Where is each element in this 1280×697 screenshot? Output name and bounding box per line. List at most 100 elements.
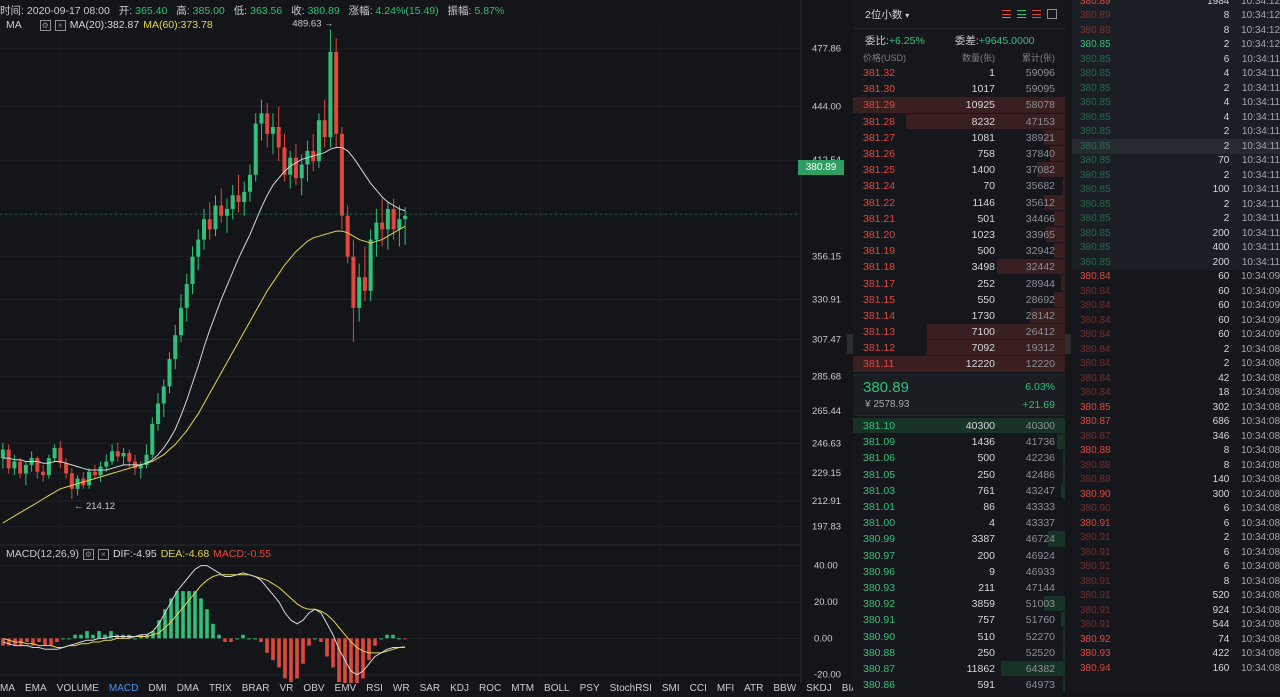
indicator-tab-mtm[interactable]: MTM	[511, 683, 535, 694]
ma-close-icon[interactable]: ×	[54, 19, 66, 31]
bid-total: 51003	[1025, 598, 1055, 611]
indicator-tab-vr[interactable]: VR	[279, 683, 294, 694]
ask-row[interactable]: 381.12 7092 19312	[853, 340, 1065, 356]
col-total: 累计(张)	[1022, 53, 1055, 63]
trade-price: 380.85	[1080, 39, 1111, 51]
candle-body	[282, 147, 287, 175]
bid-row[interactable]: 380.93 211 47144	[853, 580, 1065, 596]
layout-bids-icon[interactable]	[1017, 10, 1026, 18]
indicator-tab-brar[interactable]: BRAR	[241, 683, 270, 694]
macd-settings-icon[interactable]: ⚙	[82, 548, 94, 560]
indicator-tab-emv[interactable]: EMV	[334, 683, 357, 694]
price-axis-tick: 444.00	[812, 102, 841, 113]
candle-body	[161, 386, 166, 404]
bid-depth-bar	[1060, 612, 1065, 628]
trade-row: 380.85 400 10:34:11	[1072, 240, 1280, 255]
ask-row[interactable]: 381.20 1023 33965	[853, 226, 1065, 243]
indicator-tab-trix[interactable]: TRIX	[208, 683, 232, 694]
panel-resize-handle-left[interactable]	[847, 334, 853, 354]
ask-row[interactable]: 381.14 1730 28142	[853, 307, 1065, 324]
ask-row[interactable]: 381.15 550 28692	[853, 291, 1065, 308]
bid-total: 43337	[1025, 517, 1055, 530]
bid-row[interactable]: 381.03 761 43247	[853, 482, 1065, 499]
ask-row[interactable]: 381.21 501 34466	[853, 210, 1065, 227]
ask-row[interactable]: 381.30 1017 59095	[853, 81, 1065, 97]
indicator-tab-wr[interactable]: WR	[392, 683, 410, 694]
indicator-tab-ma[interactable]: MA	[0, 683, 15, 694]
indicator-tab-obv[interactable]: OBV	[303, 683, 325, 694]
decimals-select[interactable]: 2位小数 ▾	[865, 8, 910, 21]
trade-price: 380.91	[1080, 619, 1111, 631]
ask-price: 381.28	[863, 115, 896, 128]
indicator-tab-rsi[interactable]: RSI	[366, 683, 383, 694]
ask-row[interactable]: 381.26 758 37840	[853, 145, 1065, 162]
indicator-tab-boll[interactable]: BOLL	[544, 683, 570, 694]
trade-price: 380.85	[1080, 53, 1111, 65]
indicator-tab-volume[interactable]: VOLUME	[56, 683, 99, 694]
candle-body	[299, 164, 304, 179]
bid-row[interactable]: 380.88 250 52520	[853, 644, 1065, 661]
trade-price: 380.85	[1080, 82, 1111, 94]
bid-row[interactable]: 381.05 250 42486	[853, 466, 1065, 483]
indicator-tab-stochrsi[interactable]: StochRSI	[609, 683, 652, 694]
kline-chart-panel[interactable]: 477.86444.00412.54356.15330.91307.47285.…	[0, 0, 865, 697]
indicator-tab-dmi[interactable]: DMI	[148, 683, 167, 694]
bid-row[interactable]: 381.06 500 42236	[853, 450, 1065, 466]
ask-qty: 3498	[971, 261, 995, 274]
indicator-tab-atr[interactable]: ATR	[744, 683, 764, 694]
macd-histogram-bar	[355, 638, 359, 683]
ask-row[interactable]: 381.29 10925 58078	[853, 97, 1065, 113]
ask-row[interactable]: 381.24 70 35682	[853, 178, 1065, 194]
ask-row[interactable]: 381.13 7100 26412	[853, 324, 1065, 340]
ask-row[interactable]: 381.19 500 32942	[853, 243, 1065, 259]
ask-row[interactable]: 381.17 252 28944	[853, 275, 1065, 291]
indicator-tab-mfi[interactable]: MFI	[716, 683, 735, 694]
layout-both-icon[interactable]	[1002, 10, 1011, 18]
indicator-tab-cci[interactable]: CCI	[689, 683, 707, 694]
expand-icon[interactable]	[1047, 9, 1057, 19]
panel-resize-handle-right[interactable]	[1065, 334, 1071, 354]
bid-row[interactable]: 381.10 40300 40300	[853, 418, 1065, 434]
ask-row[interactable]: 381.28 8232 47153	[853, 113, 1065, 130]
ask-row[interactable]: 381.11 12220 12220	[853, 356, 1065, 372]
indicator-tab-dma[interactable]: DMA	[176, 683, 199, 694]
layout-asks-icon[interactable]	[1032, 10, 1041, 18]
indicator-tab-skdj[interactable]: SKDJ	[806, 683, 832, 694]
ask-row[interactable]: 381.32 1 59096	[853, 65, 1065, 81]
ma-settings-icon[interactable]: ⚙	[39, 19, 51, 31]
kline-chart-svg[interactable]: 477.86444.00412.54356.15330.91307.47285.…	[0, 0, 846, 683]
bid-row[interactable]: 381.09 1436 41736	[853, 434, 1065, 450]
bid-row[interactable]: 380.90 510 52270	[853, 628, 1065, 644]
bid-row[interactable]: 381.01 86 43333	[853, 499, 1065, 515]
ask-price: 381.21	[863, 212, 896, 225]
ask-row[interactable]: 381.22 1146 35612	[853, 194, 1065, 211]
indicator-tab-sar[interactable]: SAR	[419, 683, 441, 694]
macd-histogram-bar	[91, 634, 95, 639]
low-price-annotation: ← 214.12	[74, 501, 115, 512]
indicator-tab-roc[interactable]: ROC	[479, 683, 502, 694]
trade-price: 380.85	[1080, 401, 1111, 413]
indicator-tab-ema[interactable]: EMA	[25, 683, 47, 694]
ask-row[interactable]: 381.25 1400 37082	[853, 162, 1065, 178]
bid-row[interactable]: 380.96 9 46933	[853, 564, 1065, 580]
trade-row: 380.85 100 10:34:11	[1072, 182, 1280, 197]
bid-row[interactable]: 380.87 11862 64382	[853, 660, 1065, 677]
candle-body	[207, 219, 212, 230]
bid-row[interactable]: 380.99 3387 46724	[853, 531, 1065, 547]
bid-row[interactable]: 380.86 591 64973	[853, 677, 1065, 693]
ask-row[interactable]: 381.27 1081 38921	[853, 129, 1065, 146]
bid-row[interactable]: 380.91 757 51760	[853, 612, 1065, 628]
bid-row[interactable]: 381.00 4 43337	[853, 515, 1065, 531]
bid-row[interactable]: 380.92 3859 51003	[853, 596, 1065, 612]
indicator-tab-psy[interactable]: PSY	[579, 683, 600, 694]
trade-time: 10:34:08	[1241, 343, 1280, 355]
indicator-tab-kdj[interactable]: KDJ	[450, 683, 470, 694]
indicator-tab-smi[interactable]: SMI	[661, 683, 680, 694]
ask-depth-bar	[1054, 210, 1065, 226]
indicator-tab-bbw[interactable]: BBW	[773, 683, 797, 694]
indicator-tab-macd[interactable]: MACD	[108, 683, 139, 694]
macd-close-icon[interactable]: ×	[97, 548, 109, 560]
trade-row: 380.85 2 10:34:12	[1072, 37, 1280, 52]
bid-row[interactable]: 380.97 200 46924	[853, 548, 1065, 564]
ask-row[interactable]: 381.18 3498 32442	[853, 259, 1065, 275]
